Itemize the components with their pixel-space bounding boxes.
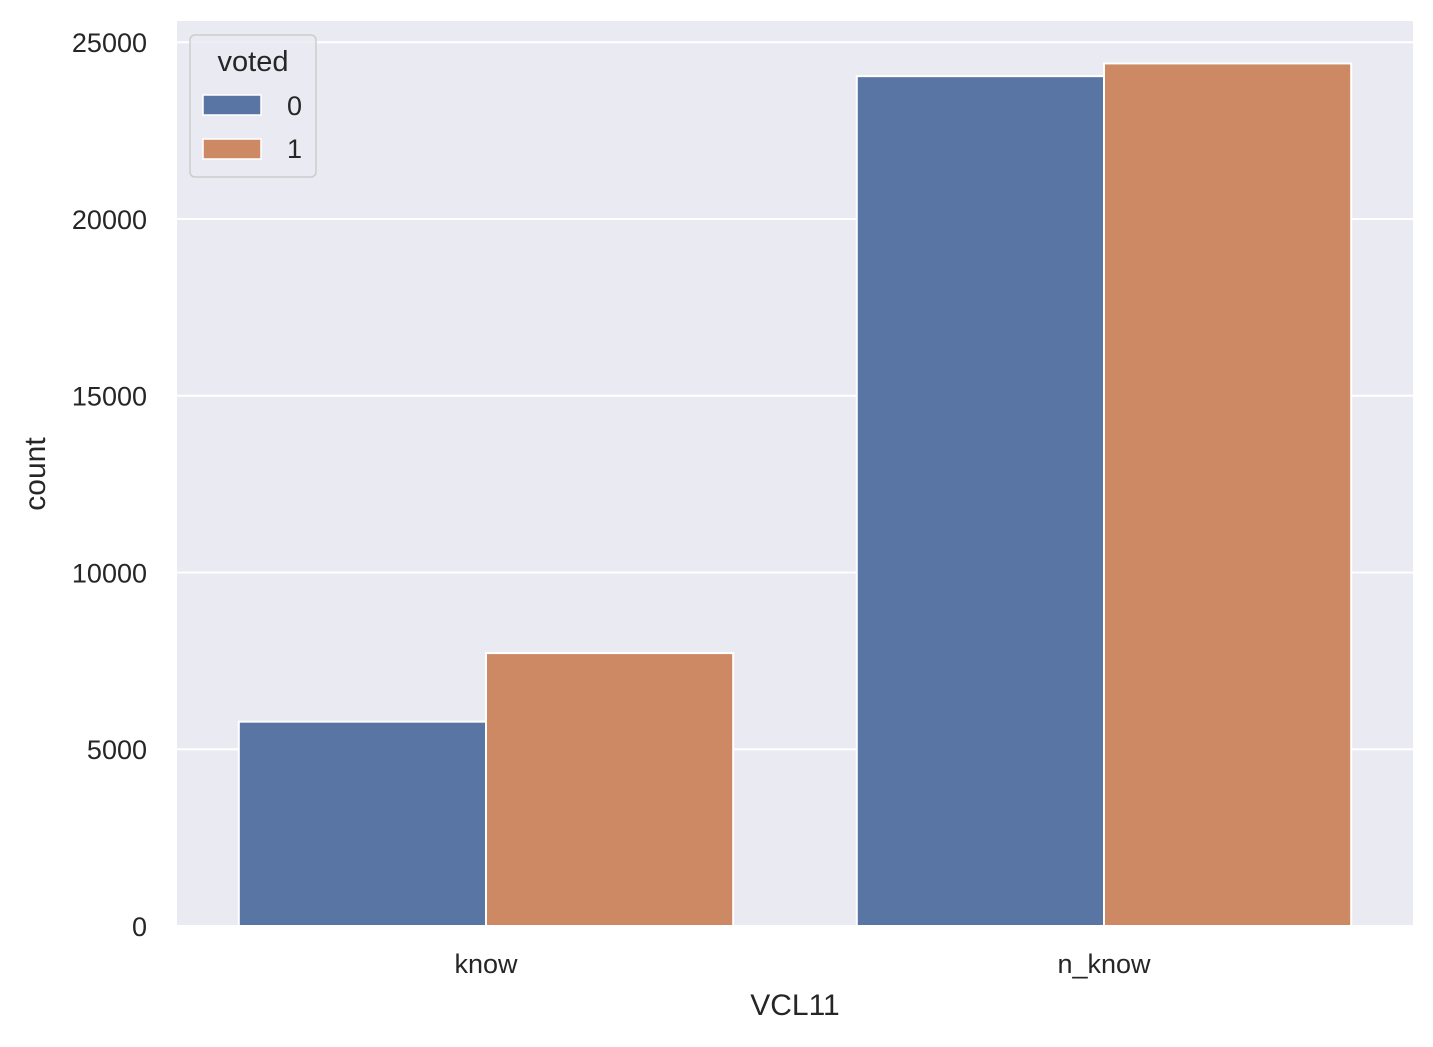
bar-know-series-1 [485,652,735,927]
x-axis-label: VCL11 [750,989,840,1022]
bars [237,62,1353,927]
bar-n_know-series-1 [1103,62,1353,927]
x-tick-label-know: know [454,949,518,979]
y-tick-labels: 0 5000 10000 15000 20000 25000 [72,28,147,942]
bar-n_know-series-0 [855,75,1105,927]
y-tick-label-3: 15000 [72,382,147,412]
y-tick-label-0: 0 [132,912,147,942]
y-tick-label-5: 25000 [72,28,147,58]
y-tick-label-1: 5000 [87,735,147,765]
legend-label-0: 0 [287,91,302,121]
legend: voted 0 1 [189,34,317,178]
legend-swatch-0 [202,94,262,116]
legend-label-1: 1 [287,134,302,164]
legend-swatch-1 [202,138,262,160]
y-axis-label: count [19,437,52,511]
x-tick-label-n_know: n_know [1057,949,1151,979]
bar-know-series-0 [237,720,487,927]
y-tick-label-4: 20000 [72,205,147,235]
y-tick-label-2: 10000 [72,558,147,588]
legend-title: voted [218,46,289,78]
x-tick-labels: know n_know [454,949,1151,979]
